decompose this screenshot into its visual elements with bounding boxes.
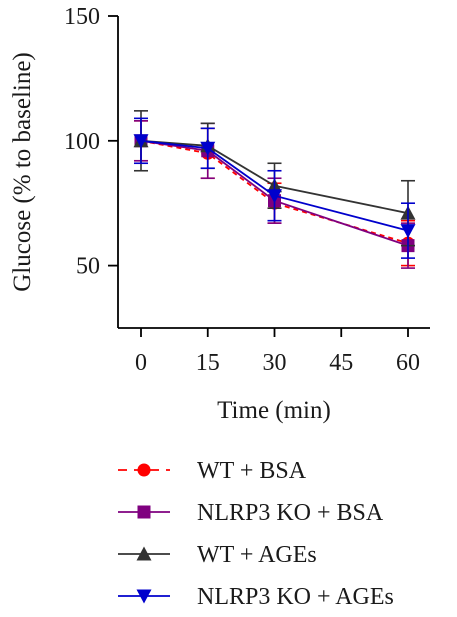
axis-ticks: 0 15 30 45 60 50 100 150: [64, 4, 420, 376]
legend-label: WT + BSA: [197, 458, 307, 484]
y-tick-label: 150: [64, 4, 100, 30]
data-point: [400, 224, 416, 239]
legend: WT + BSA NLRP3 KO + BSA WT + AGEs NLRP3 KO …: [118, 458, 394, 610]
legend-marker: [136, 589, 152, 604]
legend-marker: [136, 546, 152, 561]
legend-item: WT + AGEs: [118, 542, 317, 568]
legend-item: WT + BSA: [118, 458, 307, 484]
x-tick-label: 0: [135, 350, 147, 376]
series-4: [133, 117, 416, 259]
data-point: [267, 189, 282, 204]
series-line: [140, 139, 409, 247]
series-line: [140, 139, 409, 232]
x-tick-label: 30: [263, 350, 287, 376]
legend-item: NLRP3 KO + BSA: [118, 500, 384, 526]
y-tick-label: 100: [64, 129, 100, 155]
data-point: [133, 134, 149, 149]
legend-marker: [137, 505, 151, 519]
y-axis-title: Glucose (% to baseline): [9, 52, 36, 292]
x-tick-label: 60: [396, 350, 420, 376]
x-tick-label: 45: [329, 350, 353, 376]
y-tick-label: 50: [76, 254, 100, 280]
legend-item: NLRP3 KO + AGEs: [118, 584, 394, 610]
x-axis-title: Time (min): [217, 397, 331, 424]
legend-label: NLRP3 KO + BSA: [197, 500, 384, 526]
series-line: [140, 139, 409, 215]
data-series: [133, 110, 416, 269]
legend-label: NLRP3 KO + AGEs: [197, 584, 394, 610]
x-tick-label: 15: [196, 350, 220, 376]
legend-label: WT + AGEs: [197, 542, 317, 568]
legend-marker: [137, 463, 151, 477]
data-point: [200, 141, 216, 156]
